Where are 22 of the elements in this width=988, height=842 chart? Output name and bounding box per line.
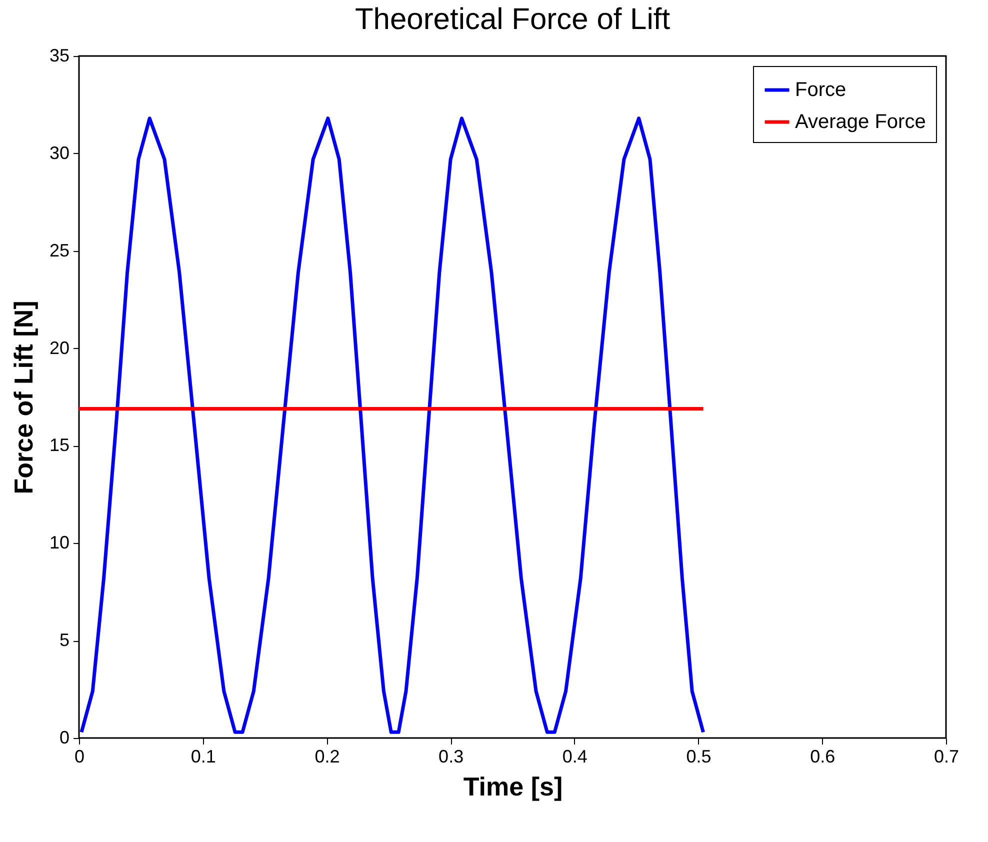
x-axis-title: Time [s] xyxy=(463,772,563,802)
y-tick-label: 5 xyxy=(59,630,70,650)
x-tick-label: 0.2 xyxy=(314,746,340,766)
chart-title: Theoretical Force of Lift xyxy=(354,3,671,36)
y-tick-label: 20 xyxy=(49,338,70,358)
y-tick-label: 30 xyxy=(49,142,70,163)
y-tick-label: 10 xyxy=(49,532,70,553)
x-tick-label: 0.5 xyxy=(686,746,712,766)
y-axis-title: Force of Lift [N] xyxy=(8,300,38,494)
y-tick-label: 35 xyxy=(49,46,70,66)
legend-label: Average Force xyxy=(795,111,926,133)
x-tick-label: 0.3 xyxy=(438,746,464,766)
y-tick-label: 0 xyxy=(59,728,70,748)
x-tick-label: 0.7 xyxy=(934,746,960,766)
y-tick-label: 25 xyxy=(49,240,70,260)
line-series xyxy=(80,116,705,734)
x-tick-label: 0 xyxy=(74,746,85,766)
x-tick-label: 0.4 xyxy=(562,746,588,766)
y-tick-label: 15 xyxy=(49,435,70,456)
legend-label: Force xyxy=(795,79,846,101)
x-tick-label: 0.6 xyxy=(810,746,836,766)
x-tick-label: 0.1 xyxy=(190,746,216,766)
